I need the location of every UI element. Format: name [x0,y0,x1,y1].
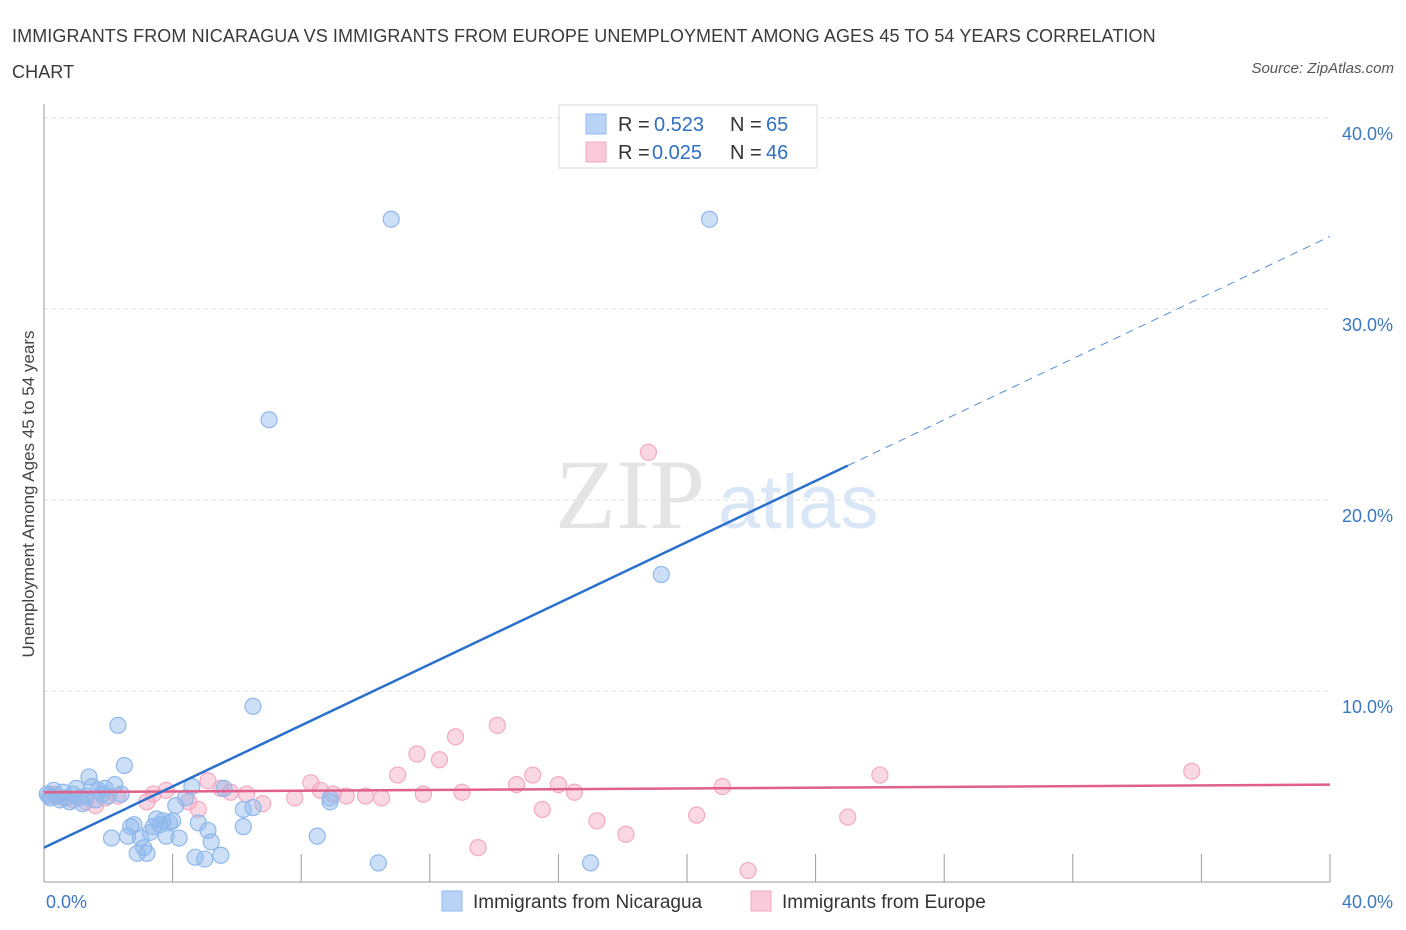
europe-point-24 [389,766,407,784]
europe-point-25 [408,745,426,763]
axes [43,104,1331,883]
nicaragua-point-45 [196,850,214,868]
nicaragua-point-53 [244,697,262,715]
europe-point-17 [286,789,304,807]
series-legend: Immigrants from Nicaragua Immigrants fro… [441,890,986,913]
nicaragua-point-63 [167,796,185,815]
nicaragua-point-24 [115,756,133,775]
trendline-europe [43,783,1331,794]
nicaragua-point-22 [109,716,127,734]
europe-point-34 [533,800,551,819]
europe-point-29 [453,783,471,801]
bottom-legend-label-europe: Immigrants from Europe [782,892,986,913]
watermark: ZIP atlas [555,439,879,550]
nicaragua-point-47 [202,833,220,851]
bottom-legend-label-nicaragua: Immigrants from Nicaragua [473,892,703,913]
nicaragua-point-52 [244,798,262,817]
trendline-nicaragua [43,464,849,849]
nicaragua-point-49 [215,779,233,798]
nicaragua-point-60 [581,854,600,872]
europe-point-40 [688,806,706,824]
legend-r-label-europe: R = [618,142,650,164]
nicaragua-point-57 [321,789,339,807]
europe-point-12 [199,772,217,790]
europe-point-36 [565,783,584,801]
series-nicaragua-points [38,210,719,872]
europe-point-11 [189,800,207,819]
chart-title: IMMIGRANTS FROM NICARAGUA VS IMMIGRANTS … [12,26,1156,82]
nicaragua-point-61 [652,565,670,584]
nicaragua-point-13 [80,768,98,786]
europe-point-30 [469,839,487,857]
europe-point-37 [588,812,606,830]
legend-swatch-nicaragua [585,113,607,135]
nicaragua-point-64 [40,787,58,805]
legend-swatch-europe [585,141,607,163]
europe-point-16 [254,795,272,813]
y-tick-label-1: 20.0% [1342,506,1393,526]
y-tick-label-3: 40.0% [1342,124,1393,144]
europe-point-28 [446,728,465,746]
legend-n-label-europe: N = [730,142,762,164]
europe-point-45 [1183,762,1201,780]
europe-point-26 [414,785,432,803]
x-tick-label-0: 0.0% [46,892,87,912]
europe-point-41 [713,777,731,796]
source-label: Source: ZipAtlas.com [1251,60,1394,77]
y-tick-label-0: 10.0% [1342,697,1393,717]
bottom-legend-swatch-nicaragua [441,890,463,912]
europe-point-27 [430,751,449,769]
nicaragua-point-31 [138,844,156,862]
legend-n-label-nicaragua: N = [730,114,762,136]
nicaragua-point-23 [112,785,130,803]
stats-legend: R = 0.523 N = 65 R = 0.025 N = 46 [558,104,818,169]
europe-point-43 [839,808,857,826]
y-axis-label: Unemployment Among Ages 45 to 54 years [19,331,38,658]
europe-point-42 [739,861,757,880]
x-tick-label-1: 40.0% [1342,892,1393,912]
legend-r-label-nicaragua: R = [618,114,650,136]
nicaragua-point-40 [170,829,188,847]
y-tick-label-2: 30.0% [1342,315,1393,335]
europe-point-39 [639,443,658,461]
legend-n-value-europe: 46 [766,142,788,164]
europe-point-44 [871,766,889,784]
europe-point-23 [372,789,391,807]
nicaragua-point-20 [102,829,121,847]
europe-point-38 [617,825,635,843]
nicaragua-point-51 [234,818,252,836]
europe-point-31 [488,716,506,734]
bottom-legend-swatch-europe [750,890,772,912]
nicaragua-point-58 [369,854,387,872]
nicaragua-point-56 [321,793,339,811]
legend-r-value-europe: 0.025 [652,142,702,164]
europe-point-33 [524,766,542,784]
watermark-zip: ZIP [555,439,705,550]
legend-n-value-nicaragua: 65 [766,114,788,136]
grid [44,117,1330,692]
nicaragua-point-55 [308,827,326,845]
nicaragua-point-39 [164,812,182,830]
nicaragua-point-59 [382,210,400,228]
nicaragua-point-62 [700,210,719,228]
nicaragua-point-48 [212,846,230,864]
nicaragua-point-37 [157,827,175,845]
nicaragua-point-54 [260,411,278,429]
trendline-nicaragua-projection [847,235,1331,467]
watermark-atlas: atlas [718,460,879,545]
legend-r-value-nicaragua: 0.523 [654,114,704,136]
tick-labels: 10.0% 20.0% 30.0% 40.0% 0.0% 40.0% [46,124,1393,912]
nicaragua-point-29 [131,829,150,847]
trendlines [43,235,1331,849]
